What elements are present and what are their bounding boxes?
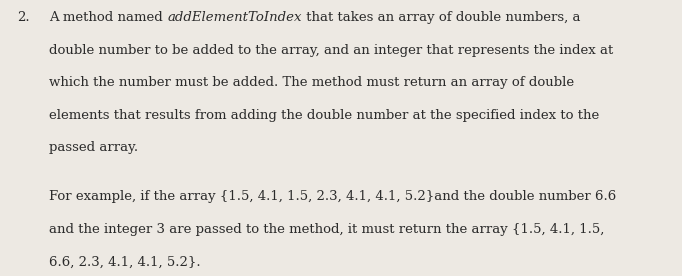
Text: that takes an array of double numbers, a: that takes an array of double numbers, a [301,11,580,24]
Text: 2.: 2. [17,11,30,24]
Text: double number to be added to the array, and an integer that represents the index: double number to be added to the array, … [49,44,613,57]
Text: For example, if the array {1.5, 4.1, 1.5, 2.3, 4.1, 4.1, 5.2}and the double numb: For example, if the array {1.5, 4.1, 1.5… [49,190,617,203]
Text: elements that results from adding the double number at the specified index to th: elements that results from adding the do… [49,109,599,122]
Text: passed array.: passed array. [49,141,138,154]
Text: and the integer 3 are passed to the method, it must return the array {1.5, 4.1, : and the integer 3 are passed to the meth… [49,223,604,236]
Text: 6.6, 2.3, 4.1, 4.1, 5.2}.: 6.6, 2.3, 4.1, 4.1, 5.2}. [49,256,201,269]
Text: which the number must be added. The method must return an array of double: which the number must be added. The meth… [49,76,574,89]
Text: addElementToIndex: addElementToIndex [167,11,301,24]
Text: A method named: A method named [49,11,167,24]
